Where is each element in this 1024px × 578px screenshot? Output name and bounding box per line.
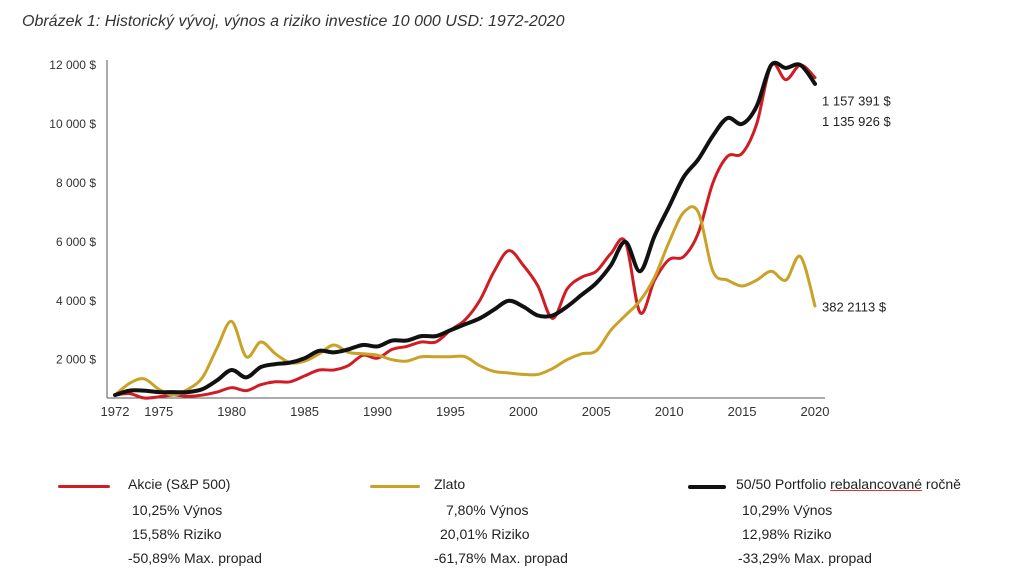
x-tick-label: 2005 [582, 404, 611, 419]
legend-stat-return: 7,80% Výnos [446, 502, 529, 518]
legend-label-portfolio-suffix: ročně [922, 476, 961, 492]
x-tick-label: 1975 [144, 404, 173, 419]
x-tick-label: 2015 [728, 404, 757, 419]
legend-stat-risk: 15,58% Riziko [132, 526, 222, 542]
y-tick-label: 2 000 $ [56, 353, 96, 367]
legend-label-portfolio-underlined: rebalancované [830, 476, 923, 492]
end-value-label: 1 157 391 $ [822, 93, 891, 108]
y-tick-label: 12 000 $ [49, 58, 96, 72]
series-line-3 [113, 60, 817, 398]
y-tick-label: 10 000 $ [49, 117, 96, 131]
x-tick-label: 1980 [217, 404, 246, 419]
x-tick-label: 1995 [436, 404, 465, 419]
legend-stat-drawdown: -33,29% Max. propad [738, 550, 872, 566]
x-tick-label: 2010 [655, 404, 684, 419]
legend-label-portfolio: 50/50 Portfolio rebalancované ročně [736, 476, 961, 492]
x-tick-label: 1990 [363, 404, 392, 419]
legend-item-zlato: Zlato 7,80% Výnos 20,01% Riziko -61,78% … [370, 476, 670, 576]
legend-stat-return: 10,25% Výnos [132, 502, 223, 518]
series-line-1 [113, 62, 817, 400]
legend-stat-return: 10,29% Výnos [742, 502, 833, 518]
legend-label-portfolio-prefix: 50/50 Portfolio [736, 476, 831, 492]
legend-stat-drawdown: -50,89% Max. propad [128, 550, 262, 566]
end-value-label: 1 135 926 $ [822, 114, 891, 129]
legend-item-akcie: Akcie (S&P 500) 10,25% Výnos 15,58% Rizi… [58, 476, 358, 576]
legend-label-akcie: Akcie (S&P 500) [128, 476, 231, 492]
end-value-label: 382 2113 $ [822, 300, 887, 315]
y-tick-label: 8 000 $ [56, 176, 96, 190]
legend-swatch-akcie [58, 485, 110, 488]
y-tick-label: 4 000 $ [56, 294, 96, 308]
legend-swatch-zlato [370, 485, 420, 488]
legend-stat-risk: 20,01% Riziko [440, 526, 530, 542]
series-line-2 [113, 205, 817, 397]
legend-item-portfolio: 50/50 Portfolio rebalancované ročně 10,2… [688, 476, 1018, 576]
legend-stat-risk: 12,98% Riziko [742, 526, 832, 542]
x-tick-label: 2000 [509, 404, 538, 419]
x-tick-label: 1972 [101, 404, 130, 419]
legend-swatch-portfolio [688, 485, 726, 489]
x-tick-label: 2020 [801, 404, 830, 419]
legend-label-zlato: Zlato [434, 476, 466, 492]
figure-caption: Obrázek 1: Historický vývoj, výnos a riz… [22, 13, 565, 30]
y-tick-label: 6 000 $ [56, 235, 96, 249]
x-tick-label: 1985 [290, 404, 319, 419]
legend-stat-drawdown: -61,78% Max. propad [434, 550, 568, 566]
